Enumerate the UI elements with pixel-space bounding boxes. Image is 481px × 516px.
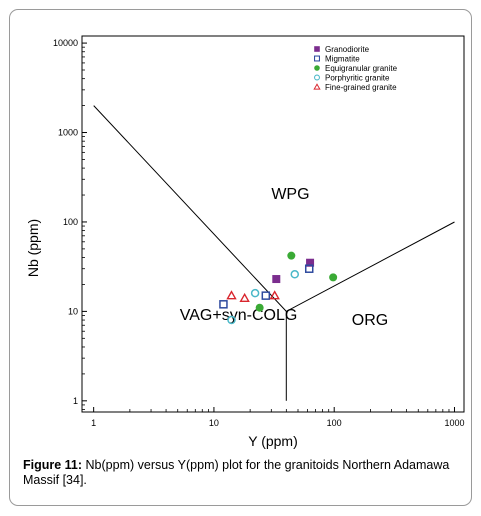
legend-marker xyxy=(313,83,321,90)
data-point-filled-circle xyxy=(255,303,264,312)
caption-label: Figure 11: xyxy=(23,458,83,472)
x-tick-label: 10 xyxy=(209,418,219,428)
legend-item: Porphyritic granite xyxy=(314,74,390,83)
legend-item: Migmatite xyxy=(314,55,360,64)
data-point-open-square xyxy=(261,291,271,300)
figure-frame xyxy=(9,9,472,506)
x-tick-label: 1 xyxy=(91,418,96,428)
data-point-filled-square xyxy=(272,275,281,284)
data-point-open-circle xyxy=(227,315,236,325)
data-point-open-square xyxy=(219,300,228,309)
y-tick-label: 10 xyxy=(68,306,78,316)
legend-label: Migmatite xyxy=(325,55,360,64)
field-label: WPG xyxy=(271,186,309,203)
legend-label: Fine-grained granite xyxy=(325,83,397,92)
y-axis-label: Nb (ppm) xyxy=(25,219,41,277)
x-tick-label: 1000 xyxy=(444,418,464,428)
legend-item: Fine-grained granite xyxy=(313,83,397,92)
data-point-open-circle xyxy=(290,270,300,279)
y-tick-label: 1000 xyxy=(58,128,78,138)
data-point-filled-square xyxy=(306,258,315,267)
y-tick-label: 10000 xyxy=(53,38,78,48)
data-point-open-circle xyxy=(250,288,260,298)
field-label: VAG+syn-COLG xyxy=(180,307,298,324)
legend-label: Equigranular granite xyxy=(325,64,398,73)
legend-marker xyxy=(314,55,320,62)
data-points xyxy=(219,251,338,325)
plot-area xyxy=(81,35,465,413)
x-axis-label: Y (ppm) xyxy=(248,433,298,449)
legend-marker xyxy=(314,65,320,71)
caption-text: Nb(ppm) versus Y(ppm) plot for the grani… xyxy=(23,458,450,487)
legend-item: Granodiorite xyxy=(314,45,370,54)
legend-item: Equigranular granite xyxy=(314,64,398,73)
field-boundaries xyxy=(93,105,455,401)
data-point-open-triangle xyxy=(269,290,280,300)
axis-ticks: 1 10 100 1000 1 10 100 1000 10000 xyxy=(53,38,465,428)
field-label: ORG xyxy=(352,312,388,329)
x-tick-label: 100 xyxy=(327,418,342,428)
y-tick-label: 100 xyxy=(63,217,78,227)
data-point-open-square xyxy=(304,264,314,273)
data-point-open-triangle xyxy=(226,290,237,300)
data-point-open-triangle xyxy=(239,292,250,303)
legend-label: Porphyritic granite xyxy=(325,74,390,83)
legend-marker xyxy=(314,46,320,52)
y-tick-label: 1 xyxy=(73,396,78,406)
field-labels: WPG VAG+syn-COLG ORG xyxy=(180,186,388,329)
data-point-filled-circle xyxy=(287,251,296,260)
legend-marker xyxy=(314,74,320,81)
data-point-filled-circle xyxy=(329,273,338,282)
legend-label: Granodiorite xyxy=(325,45,370,54)
chart-svg: 1 10 100 1000 1 10 100 1000 10000 WPG VAG+syn-COL… xyxy=(25,35,465,449)
figure-caption: Figure 11: Nb(ppm) versus Y(ppm) plot fo… xyxy=(23,458,463,488)
